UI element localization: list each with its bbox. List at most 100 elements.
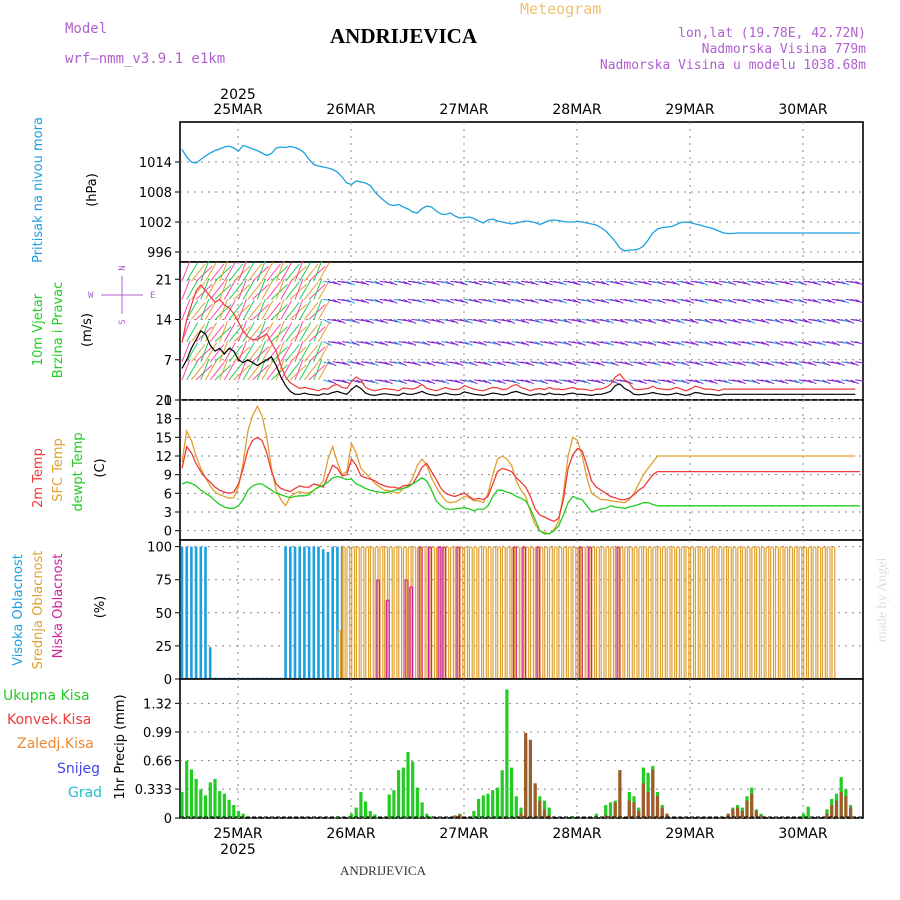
wind-arrow — [581, 379, 591, 385]
mid-cloud-bar — [464, 546, 469, 679]
wind-arrow — [798, 319, 808, 323]
mid-cloud-bar — [388, 546, 393, 679]
wind-arrow — [256, 341, 266, 362]
conv-precip-bar — [453, 815, 457, 818]
wind-arrow — [723, 361, 732, 367]
wind-arrow — [614, 280, 624, 286]
wind-arrow — [388, 280, 398, 286]
mid-cloud-bar — [468, 546, 473, 679]
wind-arrow — [275, 320, 285, 342]
wind-arrow — [826, 280, 836, 286]
wind-arrow — [374, 341, 384, 345]
wind-arrow — [530, 319, 540, 323]
high-cloud-bar — [289, 546, 292, 679]
bottom-day-label: 28MAR — [552, 826, 601, 842]
wind-arrow — [492, 361, 502, 365]
wind-ytick-label: 21 — [155, 273, 172, 288]
wind-arrow — [666, 379, 676, 385]
wind-arrow — [327, 298, 337, 303]
wind-arrow — [803, 341, 812, 346]
total-precip-bar — [547, 807, 551, 818]
mid-cloud-bar — [812, 546, 817, 679]
mid-cloud-bar — [337, 629, 341, 679]
wind-arrow — [223, 322, 236, 342]
wind-arrow — [713, 319, 723, 323]
wind-arrow — [468, 379, 478, 385]
conv-precip-bar — [839, 791, 843, 818]
wind-arrow — [398, 298, 408, 303]
wind-arrow — [836, 280, 846, 285]
low-cloud-bar — [522, 546, 527, 679]
mid-cloud-bar — [661, 546, 666, 679]
total-precip-bar — [491, 790, 495, 818]
wind-arrow — [652, 361, 662, 367]
wind-arrow — [676, 379, 686, 383]
wind-arrow — [365, 341, 374, 346]
wind-arrow — [539, 280, 549, 285]
wind-arrow — [629, 341, 639, 345]
wind-arrow — [431, 319, 441, 323]
wind-arrow — [219, 320, 229, 342]
total-precip-bar — [510, 767, 514, 818]
total-precip-bar — [806, 806, 810, 818]
wind-arrow — [492, 379, 502, 383]
elevation-label: Nadmorska Visina 779m — [702, 42, 867, 57]
wind-arrow — [666, 280, 676, 285]
wind-arrow — [671, 341, 681, 345]
wind-arrow — [285, 263, 300, 282]
wind-arrow — [497, 361, 506, 367]
wind-arrow — [704, 319, 713, 324]
wind-arrow — [652, 280, 662, 285]
wind-arrow — [643, 280, 652, 286]
wind-arrow — [605, 361, 615, 365]
wind-arrow — [803, 379, 813, 383]
wind-arrow — [436, 319, 445, 324]
wind-arrow — [751, 379, 761, 385]
wind-arrow — [596, 298, 606, 303]
wind-arrow — [798, 280, 808, 286]
total-precip-bar — [349, 813, 354, 818]
wind-arrow — [807, 361, 817, 367]
mid-cloud-bar — [520, 546, 525, 679]
conv-precip-bar — [754, 811, 758, 818]
wind-arrow — [511, 379, 520, 385]
mid-cloud-bar — [624, 546, 629, 679]
total-precip-bar — [429, 816, 434, 818]
mid-cloud-bar — [398, 546, 403, 679]
model-label: Model — [65, 21, 107, 37]
mid-cloud-bar — [793, 546, 798, 679]
total-precip-bar — [222, 793, 226, 818]
wind-arrow — [228, 301, 244, 320]
wind-arrow — [666, 361, 676, 367]
wind-arrow — [680, 280, 690, 285]
wind-arrow — [318, 322, 330, 342]
temperature-ytick-label: 12 — [155, 450, 172, 465]
wind-arrow — [209, 324, 225, 342]
wind-arrow — [826, 298, 836, 304]
wind-arrow — [563, 319, 572, 324]
wind-arrow — [341, 298, 351, 303]
wind-arrow — [454, 280, 464, 285]
low-cloud-bar — [418, 546, 423, 679]
wind-arrow — [544, 280, 553, 286]
wind-arrow — [662, 379, 671, 383]
wind-arrow — [765, 379, 775, 385]
wind-arrow — [558, 280, 568, 286]
mid-cloud-bar — [478, 546, 483, 679]
wind-arrow — [379, 361, 389, 365]
mid-cloud-bar — [544, 546, 549, 679]
bottom-day-label: 26MAR — [326, 826, 375, 842]
wind-arrow — [191, 324, 206, 342]
wind-arrow — [421, 379, 431, 383]
wind-arrow — [492, 319, 502, 324]
wind-arrow — [662, 341, 671, 346]
wind-arrow — [586, 341, 596, 345]
high-cloud-bar — [194, 546, 198, 679]
wind-arrow — [393, 361, 403, 365]
wind-arrow — [464, 361, 474, 365]
wind-arrow — [318, 360, 330, 381]
compass-w: W — [88, 291, 94, 301]
wind-arrow — [544, 319, 554, 323]
wind-arrow — [431, 280, 440, 286]
wind-arrow — [261, 360, 274, 381]
